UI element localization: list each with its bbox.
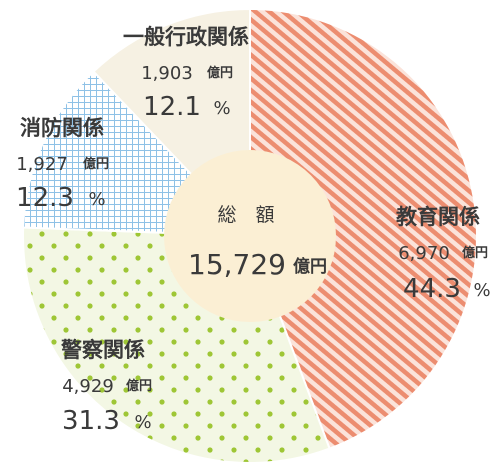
slice-percent: 12.3 [16, 183, 74, 213]
center-disc [164, 150, 336, 322]
slice-label: 消防関係 [20, 116, 104, 140]
slice-education [249, 7, 478, 450]
slice-label: 教育関係 [396, 205, 480, 229]
center-unit: 億円 [293, 256, 327, 277]
slice-label: 警察関係 [60, 338, 145, 362]
slice-unit: 億円 [83, 156, 109, 172]
slice-unit: 億円 [207, 65, 233, 81]
slice-percent: 12.1 [143, 92, 201, 122]
slice-percent-sign: % [473, 280, 490, 301]
slice-unit: 億円 [462, 245, 488, 261]
slice-percent-sign: % [134, 412, 151, 433]
slice-percent: 31.3 [62, 406, 120, 436]
center-total: 15,729 [188, 248, 286, 281]
slice-amount: 6,970 [398, 243, 450, 264]
slice-amount: 1,903 [141, 63, 193, 84]
slice-amount: 4,929 [62, 376, 114, 397]
slice-label: 一般行政関係 [123, 25, 249, 49]
slice-amount: 1,927 [16, 154, 68, 175]
slice-percent: 44.3 [403, 274, 461, 304]
slice-percent-sign: % [213, 98, 230, 119]
slice-unit: 億円 [126, 378, 152, 394]
center-title: 総 額 [217, 204, 274, 226]
slice-percent-sign: % [88, 189, 105, 210]
